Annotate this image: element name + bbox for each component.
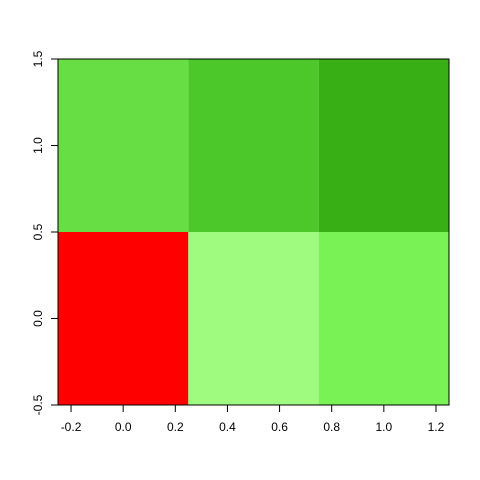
y-tick-label: -0.5 [31, 394, 45, 415]
x-tick-label: 0.8 [323, 420, 340, 434]
heatmap-cell [58, 232, 189, 405]
x-tick-label: 0.2 [167, 420, 184, 434]
x-tick-label: 0.0 [115, 420, 132, 434]
heatmap-cell [318, 232, 449, 405]
y-tick-label: 0.5 [31, 223, 45, 240]
x-tick-label: 1.0 [375, 420, 392, 434]
y-tick-label: 1.0 [31, 137, 45, 154]
y-tick-label: 0.0 [31, 310, 45, 327]
heatmap-cell [188, 232, 319, 405]
x-tick-label: 0.6 [271, 420, 288, 434]
x-tick-label: 0.4 [219, 420, 236, 434]
heatmap-cell [188, 59, 319, 232]
heatmap-cell [318, 59, 449, 232]
x-tick-label: 1.2 [428, 420, 445, 434]
heatmap-cell [58, 59, 189, 232]
y-tick-label: 1.5 [31, 50, 45, 67]
x-tick-label: -0.2 [61, 420, 82, 434]
